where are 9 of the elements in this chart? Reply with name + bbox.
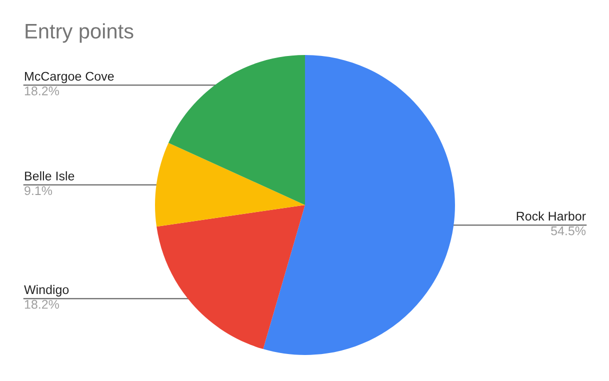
data-label: 9.1% — [24, 186, 52, 196]
chart-title: Entry points — [26, 23, 134, 43]
data-label: 18.2% — [24, 86, 59, 96]
data-label: 18.2% — [24, 300, 59, 309]
slice-label: Rock Harbor — [516, 211, 586, 221]
slice-label: Belle Isle — [25, 171, 74, 180]
slice-label: McCargoe Cove — [25, 72, 114, 84]
data-label: 54.5% — [551, 226, 586, 236]
slice-label: Windigo — [24, 284, 69, 297]
